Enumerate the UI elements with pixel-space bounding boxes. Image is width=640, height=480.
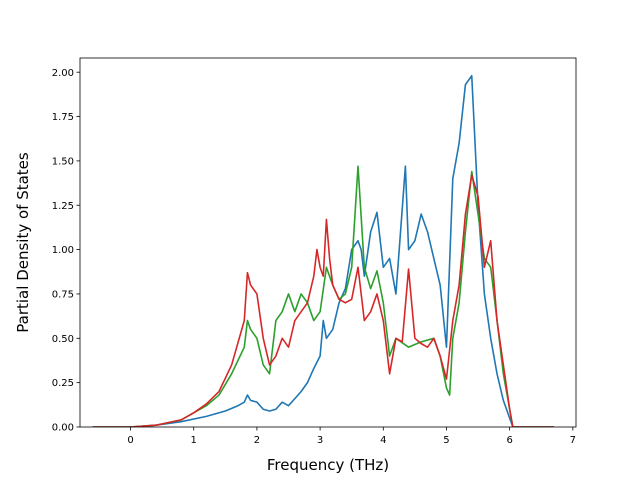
series-line-3: [92, 174, 554, 427]
plot-frame: [79, 57, 577, 428]
series-line-2: [92, 165, 554, 427]
x-tick-label: 1: [191, 435, 197, 446]
y-tick-label: 0.50: [52, 334, 74, 345]
x-tick-label: 5: [443, 435, 449, 446]
series-line-1: [92, 74, 554, 427]
y-tick-label: 0.00: [52, 423, 74, 434]
y-axis-ticks: 0.00 0.25 0.50 0.75 1.00 1.25 1.50 1.75 2.00: [52, 68, 80, 434]
x-axis-label: Frequency (THz): [267, 456, 389, 474]
x-tick-label: 0: [127, 435, 133, 446]
y-tick-label: 0.25: [52, 378, 74, 389]
x-tick-label: 7: [570, 435, 576, 446]
y-tick-label: 1.75: [52, 112, 74, 123]
x-axis-ticks: 0 1 2 3 4 5 6 7: [127, 427, 576, 446]
y-tick-label: 1.00: [52, 245, 74, 256]
x-tick-label: 4: [380, 435, 386, 446]
series-lines: [92, 74, 554, 427]
x-tick-label: 2: [254, 435, 260, 446]
y-axis-label: Partial Density of States: [14, 152, 32, 333]
y-tick-label: 2.00: [52, 68, 74, 79]
y-tick-label: 1.25: [52, 201, 74, 212]
x-tick-label: 6: [506, 435, 512, 446]
x-tick-label: 3: [317, 435, 323, 446]
y-tick-label: 0.75: [52, 290, 74, 301]
y-tick-label: 1.50: [52, 156, 74, 167]
